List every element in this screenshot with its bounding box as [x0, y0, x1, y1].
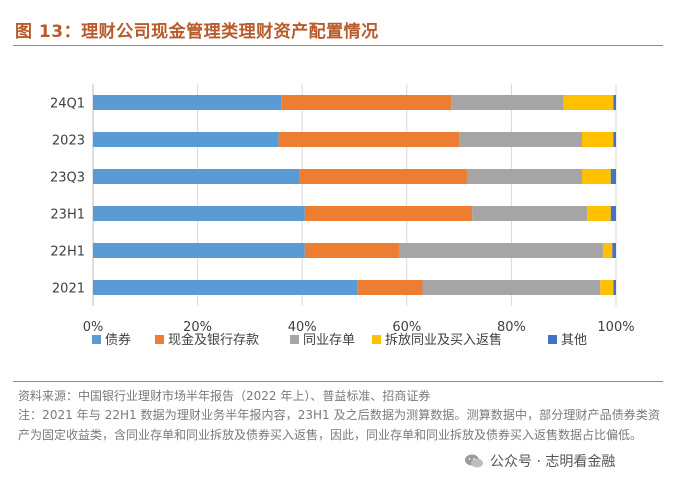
legend-swatch: [155, 335, 164, 344]
watermark: 公众号 · 志明看金融: [460, 450, 620, 472]
bar-2021-series-1: [357, 280, 423, 295]
bar-2023-series-4: [613, 132, 616, 147]
x-tick-label: 60%: [392, 320, 421, 335]
x-tick-label: 100%: [597, 320, 634, 335]
legend-label: 现金及银行存款: [168, 332, 259, 348]
x-tick-labels: 0% 20% 40% 60% 80% 100%: [83, 320, 635, 335]
x-tick-label: 80%: [497, 320, 526, 335]
footer-divider: [13, 381, 663, 382]
bar-24Q1-series-1: [281, 95, 452, 110]
gridlines: [92, 84, 617, 306]
bar-23H1-series-4: [610, 206, 616, 221]
source-text: 资料来源：中国银行业理财市场半年报告（2022 年上）、普益标准、招商证券: [18, 389, 431, 403]
bar-24Q1-series-4: [613, 95, 616, 110]
bar-22H1-series-2: [398, 243, 603, 258]
bar-2021-series-3: [600, 280, 614, 295]
legend-label: 同业存单: [303, 333, 355, 348]
legend-swatch: [92, 335, 101, 344]
bar-22H1-series-3: [602, 243, 613, 258]
legend: 债券 现金及银行存款 同业存单 拆放同业及买入返售 其他: [92, 332, 587, 348]
bar-24Q1-series-3: [563, 95, 614, 110]
bar-2021-series-0: [93, 280, 358, 295]
stacked-bar-chart: 24Q1 2023 23Q3 23H1 22H1 2021 0% 20% 40% 60% 80% 1…: [50, 84, 635, 348]
category-label: 2023: [52, 134, 85, 149]
bar-24Q1-series-2: [451, 95, 564, 110]
legend-label: 其他: [561, 333, 587, 348]
x-tick-label: 0%: [83, 320, 104, 335]
category-label: 23H1: [50, 208, 85, 223]
figure-title: 图 13：理财公司现金管理类理财资产配置情况: [15, 22, 379, 42]
bar-2023-series-1: [278, 132, 460, 147]
wechat-icon: [465, 454, 483, 468]
bar-22H1-series-0: [93, 243, 305, 258]
note-text: 注：2021 年与 22H1 数据为理财业务半年报内容，23H1 及之后数据为测…: [18, 408, 660, 442]
bar-2023-series-2: [459, 132, 583, 147]
bar-2023-series-3: [582, 132, 614, 147]
bar-2021-series-4: [613, 280, 616, 295]
legend-label: 债券: [105, 332, 131, 348]
bar-23H1-series-3: [587, 206, 611, 221]
bar-23H1-series-1: [304, 206, 473, 221]
category-label: 23Q3: [50, 171, 85, 186]
title-divider: [13, 45, 663, 46]
category-label: 22H1: [50, 245, 85, 260]
bar-2021-series-2: [422, 280, 601, 295]
bar-23Q3-series-0: [93, 169, 300, 184]
bar-23Q3-series-3: [582, 169, 611, 184]
bar-2023-series-0: [93, 132, 279, 147]
bar-22H1-series-4: [612, 243, 616, 258]
category-label: 24Q1: [50, 97, 85, 112]
bar-series: [93, 95, 616, 295]
bar-23H1-series-0: [93, 206, 305, 221]
bar-23Q3-series-2: [466, 169, 583, 184]
bar-23Q3-series-1: [299, 169, 467, 184]
legend-swatch: [372, 335, 381, 344]
category-labels: 24Q1 2023 23Q3 23H1 22H1 2021: [50, 97, 85, 297]
bar-23H1-series-2: [472, 206, 588, 221]
bar-24Q1-series-0: [93, 95, 282, 110]
bar-22H1-series-1: [304, 243, 399, 258]
bar-23Q3-series-4: [610, 169, 616, 184]
x-tick-label: 20%: [183, 320, 212, 335]
watermark-text: 公众号 · 志明看金融: [490, 454, 616, 470]
category-label: 2021: [52, 282, 85, 297]
legend-label: 拆放同业及买入返售: [385, 332, 502, 348]
legend-swatch: [290, 335, 299, 344]
legend-swatch: [548, 335, 557, 344]
x-tick-label: 40%: [288, 320, 317, 335]
